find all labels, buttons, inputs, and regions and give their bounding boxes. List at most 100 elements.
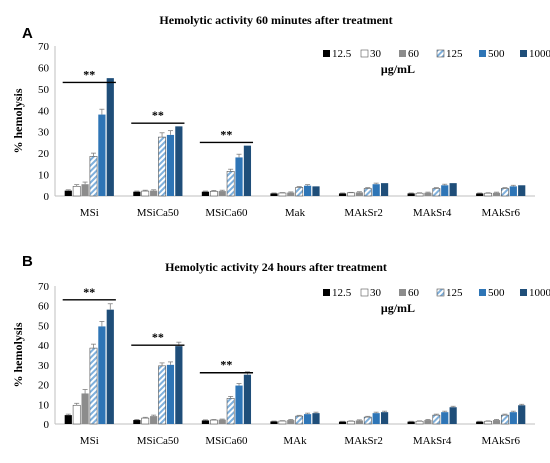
legend-swatch-500: [479, 50, 486, 57]
legend-label: 12.5: [332, 48, 352, 60]
bar-MSi-125: [89, 347, 98, 425]
legend-swatch-125: [436, 49, 445, 58]
y-tick-label: 10: [38, 170, 50, 182]
bar-MSiCa60-60: [218, 191, 226, 196]
y-tick-label: 60: [38, 301, 50, 313]
legend-label: 1000: [529, 48, 550, 60]
bar-MAkSr2-500: [372, 413, 380, 424]
y-tick-label: 20: [38, 380, 50, 392]
legend-swatch-30: [360, 49, 369, 58]
bar-MAkSr6-60: [492, 192, 501, 196]
bar-MSi-500: [98, 114, 106, 196]
bar-MSiCa50-1000: [175, 346, 183, 424]
bar-MAkSr4-125: [432, 188, 441, 197]
y-tick-label: 50: [38, 320, 50, 332]
bar-MAkSr6-1000: [518, 405, 526, 424]
bar-MSi-500: [98, 326, 106, 424]
legend-label: 60: [408, 287, 420, 299]
bar-MSi-12.5: [64, 415, 72, 424]
bar-MSi-1000: [106, 309, 114, 424]
bar-MSi-125: [89, 156, 98, 197]
bar-MAk-30: [278, 420, 287, 425]
bar-MAk-12.5: [270, 421, 278, 424]
y-axis-label: % hemolysis: [11, 322, 25, 387]
legend-label: 1000: [529, 287, 550, 299]
bar-MSiCa60-12.5: [201, 191, 210, 196]
bar-MSiCa60-500: [235, 157, 243, 196]
y-tick-label: 70: [38, 41, 50, 53]
bar-MAkSr4-12.5: [407, 193, 415, 196]
y-tick-label: 20: [38, 148, 50, 160]
bar-MSiCa50-30: [141, 417, 150, 425]
bar-MSiCa60-125: [226, 398, 235, 425]
bar-MAkSr4-1000: [449, 183, 457, 196]
y-tick-label: 70: [38, 281, 50, 293]
significance-marker: **: [220, 127, 232, 141]
legend-swatch-500: [479, 289, 486, 296]
x-tick-label: MSiCa50: [137, 435, 180, 447]
bar-Mak-1000: [312, 186, 320, 196]
legend-swatch-30: [360, 288, 369, 297]
x-tick-label: MAkSr6: [481, 207, 520, 219]
x-tick-label: MAkSr4: [413, 435, 452, 447]
bar-MSiCa50-1000: [175, 126, 183, 196]
bar-MSiCa60-30: [209, 190, 218, 197]
x-tick-label: MAkSr4: [413, 207, 452, 219]
x-tick-label: MAkSr2: [344, 435, 383, 447]
bar-MAkSr6-60: [492, 420, 501, 424]
bar-MAkSr2-125: [363, 188, 372, 197]
y-tick-label: 40: [38, 340, 50, 352]
bar-MSiCa60-125: [226, 171, 235, 197]
legend-label: 12.5: [332, 287, 352, 299]
panel-label: B: [22, 253, 33, 270]
y-axis-label: % hemolysis: [11, 88, 25, 153]
y-tick-label: 40: [38, 105, 50, 117]
legend-label: 30: [370, 287, 382, 299]
bar-MAkSr2-30: [347, 420, 355, 425]
legend-label: 60: [408, 48, 420, 60]
bar-MSiCa60-30: [209, 419, 218, 425]
x-tick-label: MSi: [80, 435, 99, 447]
bar-MSiCa60-12.5: [201, 420, 210, 424]
bar-MAkSr6-125: [501, 188, 509, 197]
unit-label: μg/mL: [381, 62, 415, 76]
significance-marker: **: [83, 67, 95, 81]
y-tick-label: 50: [38, 84, 50, 96]
bar-MAkSr6-30: [484, 192, 493, 197]
bar-MAkSr4-1000: [449, 407, 457, 424]
bar-MSiCa50-60: [150, 416, 158, 424]
bar-MAkSr2-30: [347, 192, 355, 197]
bar-MSiCa50-12.5: [133, 191, 141, 196]
x-tick-label: MSiCa60: [205, 435, 248, 447]
chart-title: Hemolytic activity 60 minutes after trea…: [159, 13, 392, 27]
bar-MAkSr6-500: [509, 412, 517, 424]
bar-MSiCa50-12.5: [133, 420, 141, 424]
unit-label: μg/mL: [381, 301, 415, 315]
bar-MSi-60: [81, 393, 89, 424]
bar-MSiCa50-30: [141, 190, 150, 197]
bar-MSiCa50-500: [166, 134, 175, 196]
bar-MAkSr2-1000: [380, 412, 389, 424]
bar-MAkSr2-12.5: [338, 193, 347, 196]
legend-swatch-1000: [520, 50, 527, 57]
legend-swatch-1000: [520, 289, 527, 296]
bar-Mak-60: [287, 192, 295, 196]
significance-marker: **: [152, 108, 164, 122]
bar-MSi-12.5: [64, 190, 72, 196]
bar-MSiCa50-125: [158, 365, 166, 425]
legend-swatch-60: [399, 50, 406, 57]
bar-MAkSr2-60: [355, 192, 363, 196]
x-tick-label: MSi: [80, 207, 99, 219]
bar-MAkSr2-500: [372, 184, 380, 196]
legend-label: 125: [446, 287, 463, 299]
bar-MAk-500: [304, 414, 312, 424]
chart-title: Hemolytic activity 24 hours after treatm…: [165, 260, 387, 274]
bar-MSi-30: [72, 404, 81, 425]
significance-marker: **: [83, 285, 95, 299]
legend-swatch-12.5: [323, 50, 330, 57]
bar-Mak-30: [278, 192, 287, 197]
bar-MAk-1000: [312, 413, 320, 424]
bar-MAkSr6-30: [484, 420, 493, 425]
bar-MSi-30: [72, 186, 81, 197]
